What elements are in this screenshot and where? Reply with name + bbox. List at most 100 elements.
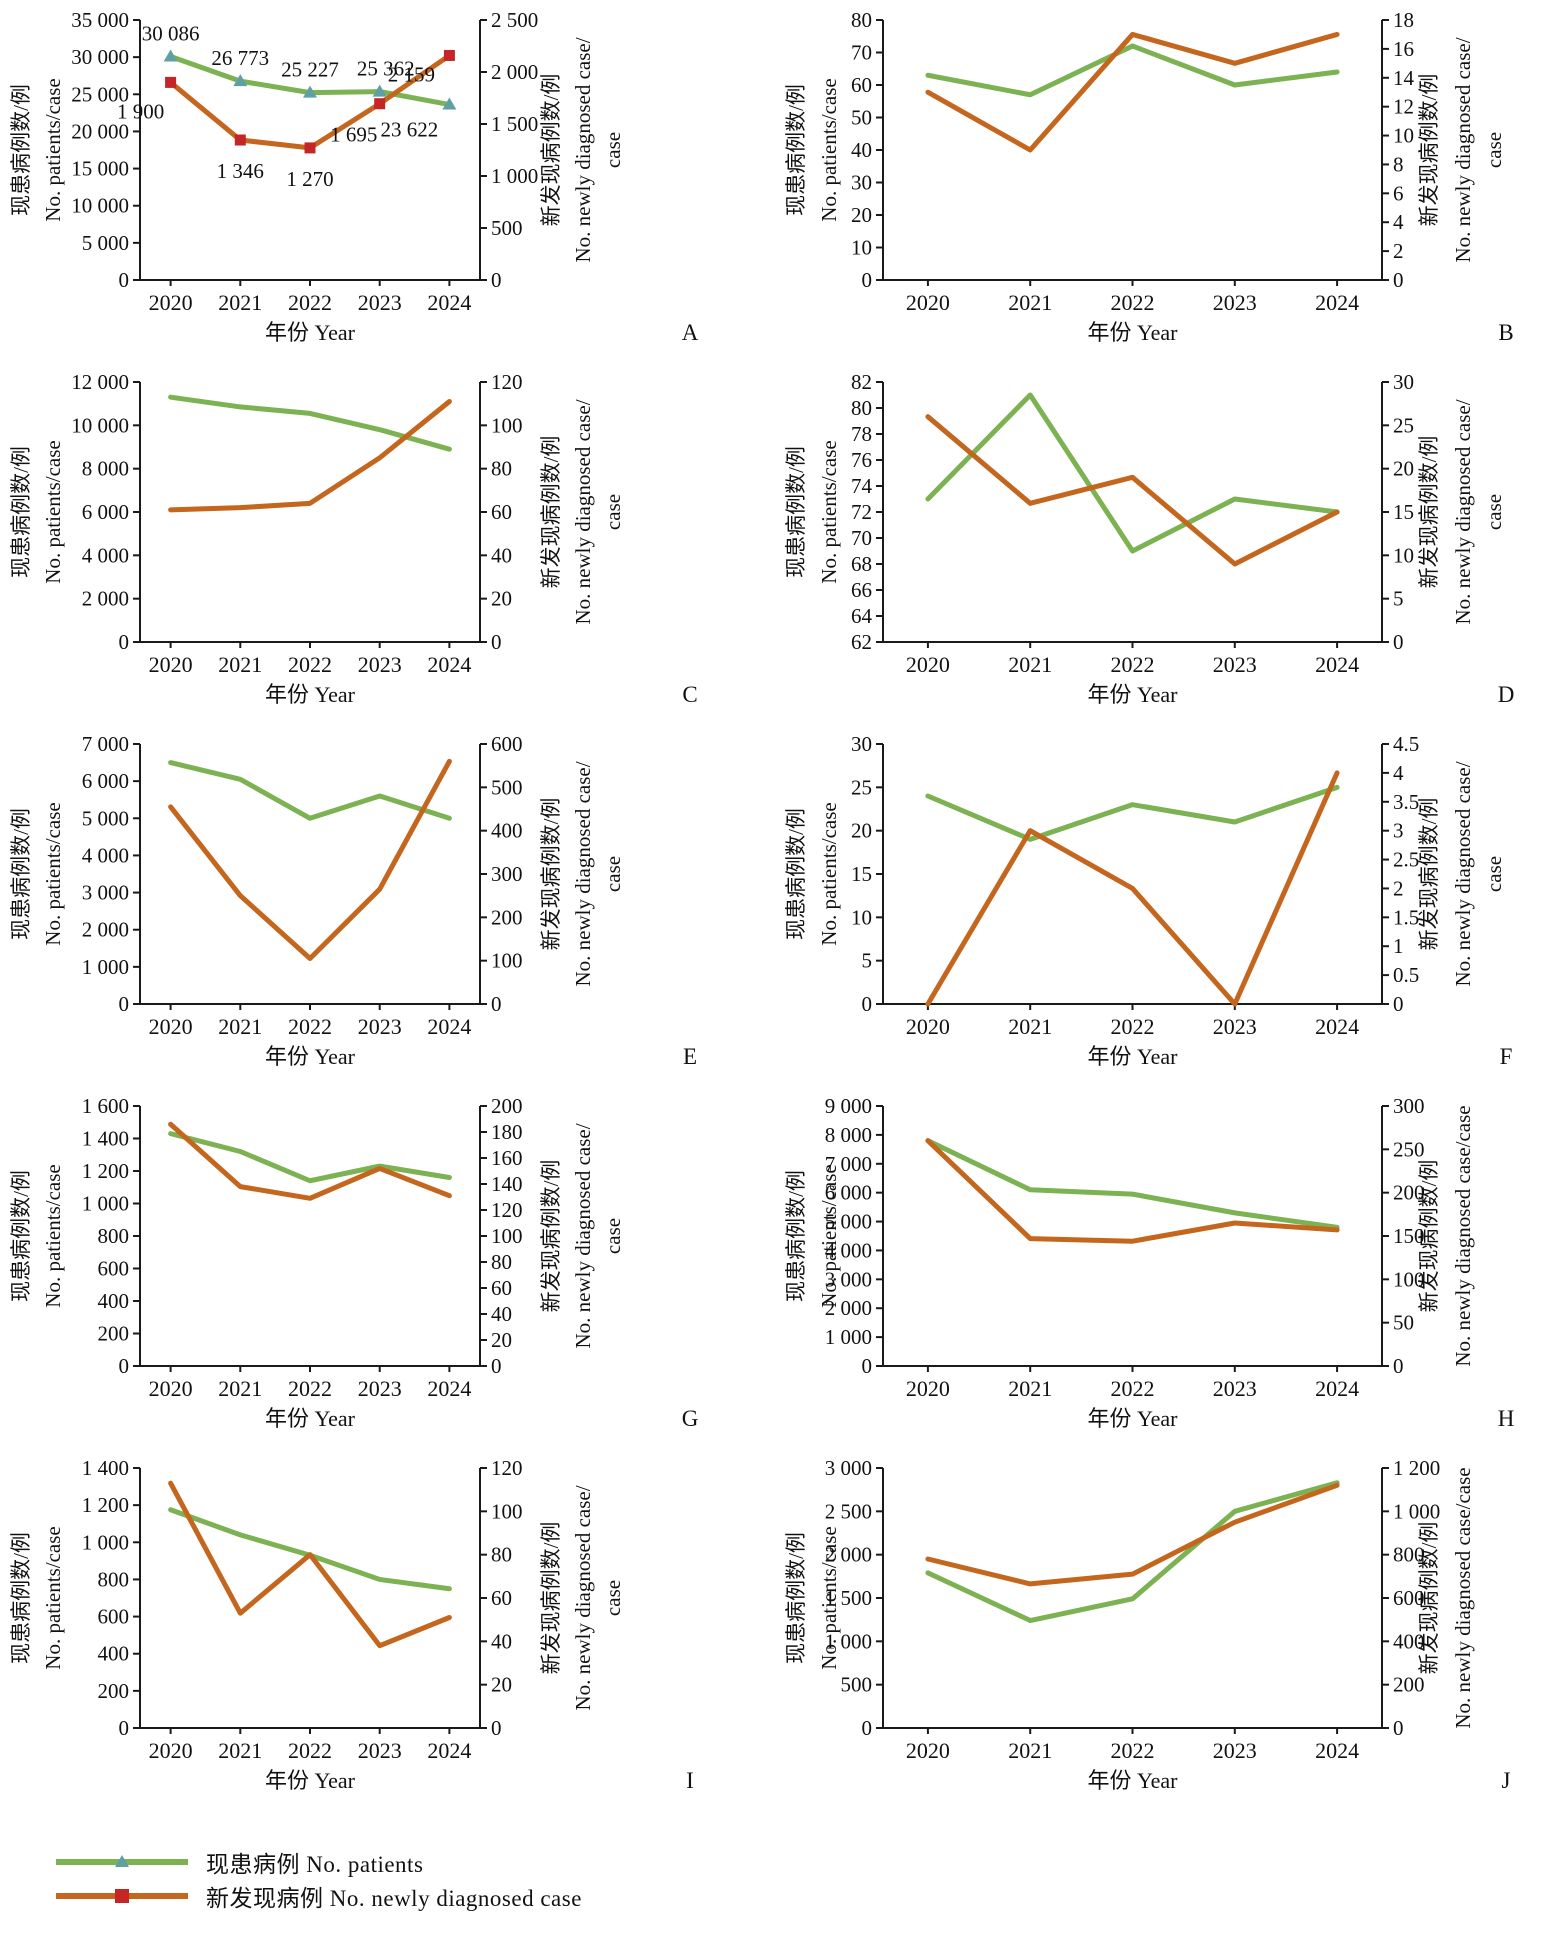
patients-line — [925, 1480, 1340, 1624]
right-axis-tick-label: 20 — [1393, 457, 1414, 481]
right-axis-title-en: case — [601, 1580, 625, 1616]
right-axis-title-cn: 新发现病例数/例 — [539, 74, 563, 227]
x-axis-year-label: 2021 — [218, 1738, 262, 1763]
panel-letter: A — [682, 320, 699, 345]
patients-value-label: 23 622 — [381, 118, 439, 142]
x-axis-title: 年份 Year — [1087, 682, 1178, 707]
left-axis-tick-label: 10 000 — [71, 413, 129, 437]
right-axis-tick-label: 0 — [1393, 992, 1404, 1016]
left-axis-title-cn: 现患病例数/例 — [9, 446, 33, 578]
patients-legend-triangle — [115, 1855, 129, 1867]
right-axis-tick-label: 500 — [491, 775, 523, 799]
left-axis-tick-label: 10 000 — [71, 194, 129, 218]
left-axis-tick-label: 200 — [98, 1679, 130, 1703]
chart-panel-E: 0 1 000 2 000 3 000 4 000 5 000 6 000 7 000 0 100… — [0, 728, 718, 1090]
x-axis-year-label: 2021 — [1008, 290, 1052, 315]
x-axis-year-label: 2024 — [427, 1738, 471, 1763]
newly-value-label: 1 695 — [330, 123, 377, 147]
left-axis-tick-label: 30 — [851, 171, 872, 195]
x-axis-year-label: 2024 — [427, 1376, 471, 1401]
right-axis-tick-label: 600 — [1393, 1586, 1425, 1610]
x-axis-year-label: 2023 — [358, 652, 402, 677]
x-axis-year-label: 2022 — [288, 1738, 332, 1763]
panel-letter: G — [682, 1406, 699, 1431]
right-axis-tick-label: 100 — [491, 413, 523, 437]
left-axis-tick-label: 1 000 — [82, 1192, 129, 1216]
right-axis-title-en: case — [1482, 132, 1506, 168]
x-axis-year-label: 2023 — [1213, 1738, 1257, 1763]
x-axis-year-label: 2022 — [288, 290, 332, 315]
x-axis-year-label: 2020 — [906, 1376, 950, 1401]
left-axis-tick-label: 800 — [98, 1567, 130, 1591]
newly-diagnosed-line — [925, 414, 1340, 567]
right-axis-tick-label: 10 — [1393, 124, 1414, 148]
x-axis-year-label: 2021 — [218, 1376, 262, 1401]
left-axis-tick-label: 1 000 — [82, 955, 129, 979]
right-axis-tick-label: 0 — [1393, 630, 1404, 654]
right-axis-tick-label: 150 — [1393, 1224, 1425, 1248]
right-axis-tick-label: 0 — [1393, 1716, 1404, 1740]
right-axis-tick-label: 400 — [491, 819, 523, 843]
right-axis-tick-label: 250 — [1393, 1137, 1425, 1161]
right-axis-tick-label: 120 — [491, 1198, 523, 1222]
left-axis-tick-label: 25 — [851, 775, 872, 799]
left-axis-title-cn: 现患病例数/例 — [784, 84, 808, 216]
left-axis-title-en: No. patients/case — [817, 1526, 841, 1669]
left-axis-tick-label: 0 — [862, 992, 873, 1016]
right-axis-tick-label: 4 — [1393, 761, 1404, 785]
axis-spines — [882, 744, 1383, 1005]
x-axis-year-label: 2020 — [149, 1014, 193, 1039]
left-axis-tick-label: 30 000 — [71, 45, 129, 69]
right-axis-title-en: case — [601, 856, 625, 892]
left-axis-tick-label: 2 000 — [825, 1296, 872, 1320]
left-axis-tick-label: 20 — [851, 819, 872, 843]
legend-item-patients: 现患病例 No. patients — [52, 1848, 1541, 1877]
x-axis-title: 年份 Year — [265, 1768, 356, 1793]
left-axis-title-cn: 现患病例数/例 — [784, 808, 808, 940]
left-axis-tick-label: 800 — [98, 1224, 130, 1248]
right-axis-title-cn: 新发现病例数/例 — [1417, 1160, 1441, 1313]
right-axis-title-en: No. newly diagnosed case/ — [571, 1485, 595, 1710]
left-axis-tick-label: 0 — [862, 1354, 873, 1378]
x-axis-year-label: 2023 — [1213, 290, 1257, 315]
left-axis-tick-label: 1 500 — [825, 1586, 872, 1610]
x-axis-year-label: 2024 — [1315, 652, 1359, 677]
left-axis-tick-label: 74 — [851, 474, 873, 498]
left-axis-title-cn: 现患病例数/例 — [9, 1170, 33, 1302]
patients-value-label: 30 086 — [142, 22, 200, 46]
x-axis-year-label: 2022 — [1111, 652, 1155, 677]
x-axis-title: 年份 Year — [1087, 1406, 1178, 1431]
right-axis-tick-label: 2 — [1393, 239, 1404, 263]
left-axis-tick-label: 1 200 — [82, 1493, 129, 1517]
left-axis-title-en: No. patients/case — [817, 78, 841, 221]
left-axis-tick-label: 1 600 — [82, 1094, 129, 1118]
right-axis-title-en: case — [601, 494, 625, 530]
right-axis-tick-label: 14 — [1393, 66, 1415, 90]
left-axis-tick-label: 2 000 — [825, 1543, 872, 1567]
newly-diagnosed-line — [168, 399, 452, 513]
panel-letter: B — [1498, 320, 1513, 345]
right-axis-tick-label: 100 — [491, 949, 523, 973]
right-axis-tick-label: 0 — [1393, 268, 1404, 292]
left-axis-tick-label: 0 — [862, 1716, 873, 1740]
legend-label-newly: 新发现病例 No. newly diagnosed case — [206, 1886, 582, 1911]
patients-triangle-marker — [442, 97, 457, 110]
right-axis-title-en: case — [601, 132, 625, 168]
right-axis-tick-label: 20 — [491, 1328, 512, 1352]
chart-panel-I: 0 200 400 600 800 1 000 1 200 1 400 0 20 40 60 80 100… — [0, 1452, 718, 1814]
patients-line — [925, 784, 1340, 842]
x-axis-title: 年份 Year — [265, 320, 356, 345]
right-axis-tick-label: 2.5 — [1393, 848, 1419, 872]
right-axis-title-cn: 新发现病例数/例 — [539, 436, 563, 589]
x-axis-year-label: 2021 — [218, 290, 262, 315]
right-axis-tick-label: 40 — [491, 1629, 512, 1653]
right-axis-tick-label: 80 — [491, 457, 512, 481]
newly-value-label: 1 270 — [286, 167, 333, 191]
x-axis-year-label: 2022 — [1111, 1738, 1155, 1763]
legend: 现患病例 No. patients 新发现病例 No. newly diagno… — [52, 1848, 1541, 1911]
left-axis-tick-label: 10 — [851, 236, 872, 260]
left-axis-tick-label: 2 000 — [82, 587, 129, 611]
newly-line-square-icon — [56, 1889, 188, 1903]
right-axis-title-en: case — [601, 1218, 625, 1254]
left-axis-tick-label: 68 — [851, 552, 872, 576]
